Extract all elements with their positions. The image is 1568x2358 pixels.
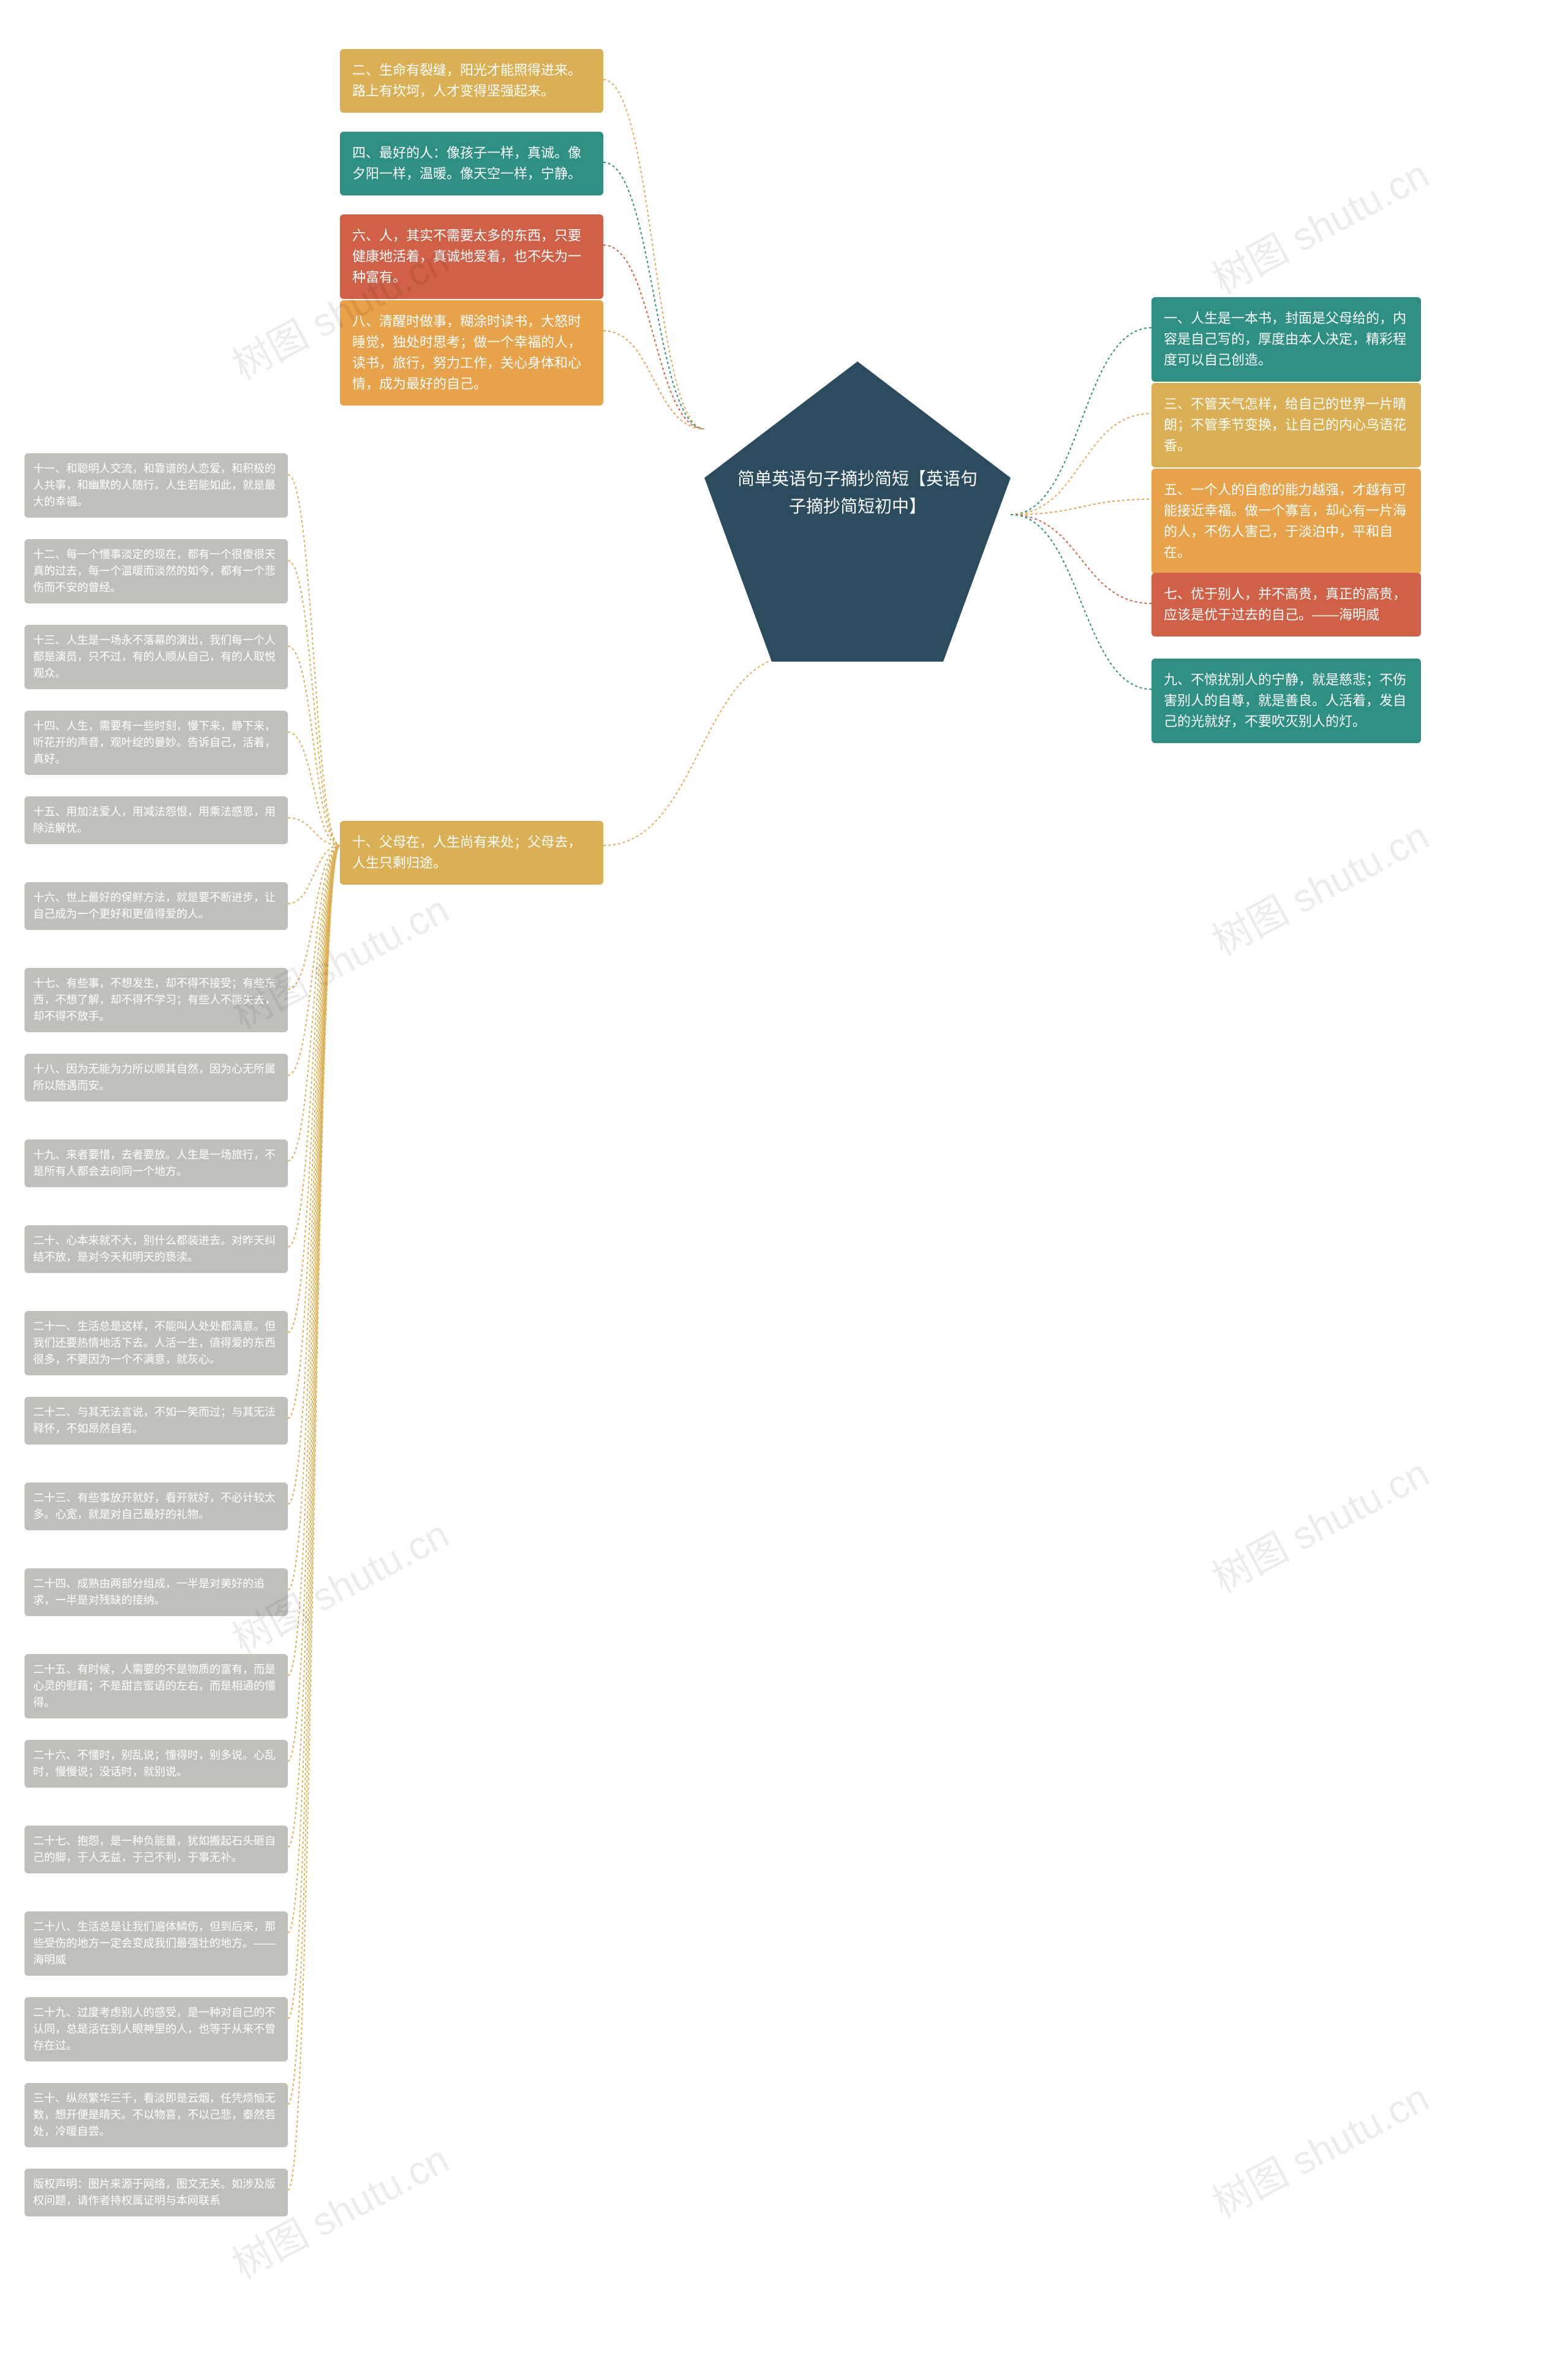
node-n28[interactable]: 二十八、生活总是让我们遍体鳞伤，但到后来，那些受伤的地方一定会变成我们最强壮的地… [24, 1911, 288, 1976]
node-n20[interactable]: 二十、心本来就不大，别什么都装进去。对昨天纠结不放，是对今天和明天的亵渎。 [24, 1225, 288, 1273]
node-n8[interactable]: 八、清醒时做事，糊涂时读书，大怒时睡觉，独处时思考；做一个幸福的人，读书，旅行，… [340, 300, 603, 406]
node-n9[interactable]: 九、不惊扰别人的宁静，就是慈悲；不伤害别人的自尊，就是善良。人活着，发自己的光就… [1152, 659, 1421, 743]
node-n11[interactable]: 十一、和聪明人交流，和靠谱的人恋爱，和积极的人共事，和幽默的人随行。人生若能如此… [24, 453, 288, 518]
watermark: 树图 shutu.cn [1201, 143, 1438, 304]
node-n12[interactable]: 十二、每一个懂事淡定的现在，都有一个很傻很天真的过去，每一个温暖而淡然的如今，都… [24, 539, 288, 603]
watermark: 树图 shutu.cn [1201, 1442, 1438, 1603]
node-n21[interactable]: 二十一、生活总是这样，不能叫人处处都满意。但我们还要热情地活下去。人活一生，值得… [24, 1311, 288, 1375]
node-n7[interactable]: 七、优于别人，并不高贵，真正的高贵，应该是优于过去的自己。——海明威 [1152, 573, 1421, 637]
node-n14[interactable]: 十四、人生，需要有一些时刻，慢下来，静下来，听花开的声音，观叶绽的曼妙。告诉自己… [24, 711, 288, 775]
center-title: 简单英语句子摘抄简短【英语句子摘抄简短初中】 [735, 466, 980, 521]
node-n22[interactable]: 二十二、与其无法言说，不如一笑而过；与其无法释怀，不如昂然自若。 [24, 1397, 288, 1445]
node-n10[interactable]: 十、父母在，人生尚有来处；父母去，人生只剩归途。 [340, 821, 603, 885]
watermark: 树图 shutu.cn [1201, 805, 1438, 966]
node-n25[interactable]: 二十五、有时候，人需要的不是物质的富有，而是心灵的慰藉；不是甜言蜜语的左右，而是… [24, 1654, 288, 1718]
node-n1[interactable]: 一、人生是一本书，封面是父母给的，内容是自己写的，厚度由本人决定，精彩程度可以自… [1152, 297, 1421, 382]
node-n13[interactable]: 十三、人生是一场永不落幕的演出，我们每一个人都是演员，只不过，有的人顺从自己，有… [24, 625, 288, 689]
node-n6[interactable]: 六、人，其实不需要太多的东西，只要健康地活着，真诚地爱着，也不失为一种富有。 [340, 214, 603, 299]
node-n15[interactable]: 十五、用加法爱人，用减法怨恨，用乘法感恩，用除法解忧。 [24, 796, 288, 844]
node-n4[interactable]: 四、最好的人：像孩子一样，真诚。像夕阳一样，温暖。像天空一样，宁静。 [340, 132, 603, 195]
node-n24[interactable]: 二十四、成熟由两部分组成，一半是对美好的追求，一半是对残缺的接纳。 [24, 1568, 288, 1616]
node-n3[interactable]: 三、不管天气怎样，给自己的世界一片晴朗；不管季节变换，让自己的内心鸟语花香。 [1152, 383, 1421, 467]
node-n16[interactable]: 十六、世上最好的保鲜方法，就是要不断进步，让自己成为一个更好和更值得爱的人。 [24, 882, 288, 930]
node-n23[interactable]: 二十三、有些事放开就好，看开就好，不必计较太多。心宽，就是对自己最好的礼物。 [24, 1483, 288, 1530]
node-n29[interactable]: 二十九、过度考虑别人的感受，是一种对自己的不认同，总是活在别人眼神里的人，也等于… [24, 1997, 288, 2061]
node-copyright[interactable]: 版权声明：图片来源于网络，图文无关。如涉及版权问题，请作者持权属证明与本网联系 [24, 2169, 288, 2216]
node-n17[interactable]: 十七、有些事，不想发生，却不得不接受；有些东西，不想了解，却不得不学习；有些人不… [24, 968, 288, 1032]
mindmap-canvas: 简单英语句子摘抄简短【英语句子摘抄简短初中】 二、生命有裂缝，阳光才能照得进来。… [0, 0, 1568, 2358]
node-n27[interactable]: 二十七、抱怨，是一种负能量，犹如搬起石头砸自己的脚，于人无益，于己不利，于事无补… [24, 1826, 288, 1873]
node-n30[interactable]: 三十、纵然繁华三千，看淡即是云烟，任凭烦恼无数，想开便是晴天。不以物喜，不以己悲… [24, 2083, 288, 2147]
node-n2[interactable]: 二、生命有裂缝，阳光才能照得进来。路上有坎坷，人才变得坚强起来。 [340, 49, 603, 113]
node-n19[interactable]: 十九、来者要惜，去者要放。人生是一场旅行，不是所有人都会去向同一个地方。 [24, 1139, 288, 1187]
node-n5[interactable]: 五、一个人的自愈的能力越强，才越有可能接近幸福。做一个寡言，却心有一片海的人，不… [1152, 469, 1421, 574]
watermark: 树图 shutu.cn [1201, 2067, 1438, 2228]
node-n26[interactable]: 二十六、不懂时，别乱说；懂得时，别多说。心乱时，慢慢说；没话时，就别说。 [24, 1740, 288, 1788]
node-n18[interactable]: 十八、因为无能为力所以顺其自然，因为心无所属所以随遇而安。 [24, 1054, 288, 1102]
center-node[interactable]: 简单英语句子摘抄简短【英语句子摘抄简短初中】 [686, 343, 1029, 686]
